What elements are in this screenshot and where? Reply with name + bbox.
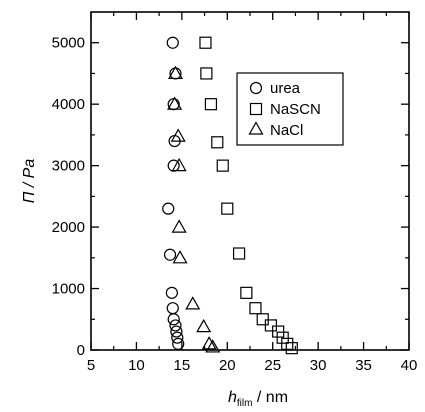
legend-marker-urea [249,81,263,95]
point-urea [167,313,180,326]
series-urea [162,36,185,350]
y-tick-label: 4000 [52,96,85,113]
point-urea [166,302,179,315]
legend-label-nacl: NaCl [270,122,303,139]
point-nascn [256,313,269,326]
point-nacl [185,296,201,310]
point-nacl [205,339,221,353]
plot-frame [90,11,410,351]
x-tick-label: 25 [264,357,281,374]
point-nascn [276,331,289,344]
y-axis-label: Π / Pa [21,159,38,204]
x-axis-label-subscript: film [237,398,253,409]
point-nacl [201,336,217,350]
point-nascn [249,302,262,315]
point-nacl [170,128,186,142]
y-tick-label: 0 [77,342,85,359]
point-urea [170,325,183,338]
y-tick-label: 3000 [52,158,85,175]
x-tick-label: 5 [87,357,95,374]
point-nascn [281,337,294,350]
point-nacl [167,65,184,80]
series-nascn [199,36,298,355]
x-tick-label: 20 [219,357,236,374]
data-points [162,36,298,355]
legend-label-nascn: NaSCN [270,101,321,118]
x-tick-label: 40 [401,357,418,374]
point-urea [166,36,179,49]
legend: urea NaSCN NaCl [236,72,344,146]
tick-labels: 5 10 15 20 25 30 35 40 0 1000 2000 3000 4000 5000 [52,35,418,374]
x-tick-label: 35 [355,357,372,374]
point-urea [172,337,185,350]
point-nacl [171,219,187,233]
axis-ticks [90,12,410,351]
point-nascn [272,325,285,338]
point-urea [169,319,182,332]
point-nascn [204,98,218,111]
point-urea [171,331,184,344]
point-nascn [285,342,298,355]
legend-marker-nacl [248,121,264,135]
point-nascn [211,136,224,149]
x-tick-label: 30 [310,357,327,374]
x-axis-label: hfilm / nm [228,389,288,409]
x-tick-label: 15 [174,357,191,374]
point-nacl [172,250,188,264]
point-nascn [200,67,213,80]
point-nacl [167,96,183,110]
y-tick-label: 1000 [52,281,85,298]
point-nacl [171,157,187,172]
x-tick-label: 10 [128,357,145,374]
legend-label-urea: urea [270,80,301,97]
y-tick-label: 5000 [52,35,85,52]
point-nascn [264,319,277,332]
point-urea [163,248,177,261]
point-nacl [196,318,212,333]
point-nascn [232,247,246,260]
x-axis-label-main: h [228,389,237,406]
point-urea [165,286,178,299]
point-nascn [221,202,234,215]
point-nascn [199,36,212,49]
legend-box [236,72,344,146]
x-axis-label-unit: / nm [252,389,288,406]
y-tick-label: 2000 [52,219,85,236]
point-nascn [216,159,229,172]
point-nascn [240,286,253,299]
point-urea [162,202,175,215]
legend-marker-nascn [249,102,263,116]
series-nacl [167,65,221,353]
